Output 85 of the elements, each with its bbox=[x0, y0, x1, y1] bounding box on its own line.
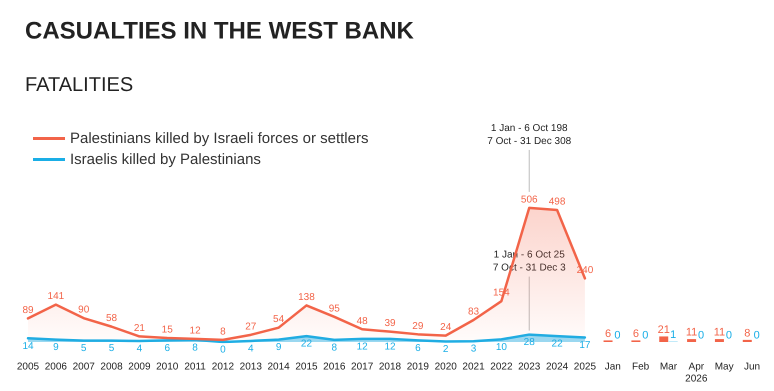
legend-label: Israelis killed by Palestinians bbox=[70, 151, 261, 168]
data-label: 11 bbox=[686, 326, 698, 339]
data-label: 0 bbox=[726, 330, 732, 342]
text: 1 Jan - 6 Oct 198 7 Oct - 31 Dec 308 bbox=[487, 122, 572, 147]
data-label: 58 bbox=[106, 313, 118, 324]
x-tick-label: 2017 bbox=[351, 362, 374, 372]
data-label: 3 bbox=[470, 344, 477, 355]
x-tick-label: 2023 bbox=[518, 362, 541, 372]
data-label: 141 bbox=[48, 291, 65, 302]
data-label: 5 bbox=[108, 343, 115, 354]
data-label: 27 bbox=[245, 321, 257, 332]
x-tick-label: 2019 bbox=[406, 362, 430, 372]
data-label: 9 bbox=[276, 342, 282, 354]
x-tick-label: Apr bbox=[688, 362, 705, 372]
x-tick-label: Jan bbox=[604, 362, 621, 372]
data-label: 6 bbox=[604, 328, 612, 340]
chart-subtitle: FATALITIES bbox=[25, 74, 134, 96]
data-label: 21 bbox=[658, 324, 670, 336]
data-label: 89 bbox=[22, 304, 34, 316]
x-tick-label: 2010 bbox=[156, 362, 179, 372]
x-tick-label: 2005 bbox=[16, 362, 40, 372]
data-label: 4 bbox=[136, 343, 143, 354]
data-label: 4 bbox=[248, 343, 254, 354]
data-label: 22 bbox=[552, 338, 564, 350]
x-tick-label: 2013 bbox=[240, 362, 262, 372]
data-label: 24 bbox=[440, 322, 452, 334]
data-label: 28 bbox=[524, 337, 536, 348]
x-tick-label: May bbox=[714, 362, 734, 372]
data-label: 6 bbox=[632, 328, 639, 340]
data-label: 498 bbox=[548, 196, 566, 208]
data-label: 22 bbox=[300, 338, 312, 350]
data-label: 8 bbox=[332, 342, 338, 354]
data-label: 21 bbox=[134, 322, 146, 334]
x-tick-label: 2020 bbox=[434, 362, 458, 372]
x-tick-label: 2015 bbox=[295, 362, 318, 372]
text: 2026 bbox=[685, 374, 708, 384]
data-label: 10 bbox=[496, 342, 508, 353]
data-label: 11 bbox=[714, 326, 726, 339]
data-label: 15 bbox=[162, 324, 174, 336]
data-label: 48 bbox=[356, 316, 368, 327]
x-tick-label: 2009 bbox=[128, 362, 151, 372]
data-label: 8 bbox=[192, 342, 198, 354]
x-tick-label: Mar bbox=[660, 362, 678, 372]
data-label: 2 bbox=[442, 344, 449, 355]
legend-label: Palestinians killed by Israeli forces or settlers bbox=[70, 130, 368, 147]
x-tick-label: 2011 bbox=[184, 362, 206, 372]
data-label: 39 bbox=[384, 318, 396, 330]
data-label: 9 bbox=[53, 342, 60, 354]
x-tick-label: Feb bbox=[632, 362, 650, 372]
data-label: 0 bbox=[698, 330, 704, 342]
x-tick-label: 2016 bbox=[323, 362, 346, 372]
data-label: 83 bbox=[468, 306, 480, 318]
chart-title: CASUALTIES IN THE WEST BANK bbox=[25, 18, 415, 44]
data-label: 12 bbox=[190, 325, 202, 336]
data-label: 17 bbox=[579, 340, 591, 351]
data-label: 0 bbox=[642, 330, 648, 342]
data-label: 12 bbox=[384, 341, 396, 352]
x-tick-label: 2006 bbox=[44, 362, 68, 372]
data-label: 506 bbox=[520, 194, 538, 206]
x-tick-label: 2007 bbox=[72, 362, 96, 372]
data-label: 138 bbox=[298, 292, 316, 303]
data-label: 14 bbox=[22, 340, 34, 352]
data-label: 5 bbox=[80, 343, 87, 354]
x-tick-label: 2018 bbox=[378, 362, 402, 372]
data-label: 8 bbox=[220, 326, 226, 338]
x-tick-label: 2022 bbox=[490, 362, 513, 372]
x-tick-label: 2024 bbox=[546, 362, 569, 372]
data-label: 54 bbox=[273, 314, 285, 326]
x-tick-label: 2012 bbox=[212, 362, 234, 372]
x-tick-label: 2025 bbox=[574, 362, 596, 372]
data-label: 6 bbox=[415, 342, 422, 354]
x-tick-label: 2021 bbox=[462, 362, 486, 372]
data-label: 0 bbox=[220, 344, 226, 356]
data-label: 0 bbox=[614, 330, 621, 342]
data-label: 95 bbox=[328, 303, 340, 314]
data-label: 6 bbox=[164, 342, 170, 354]
data-label: 29 bbox=[412, 320, 424, 332]
x-tick-label: Jun bbox=[744, 362, 760, 372]
x-tick-label: 2014 bbox=[267, 362, 290, 372]
data-label: 90 bbox=[78, 304, 90, 316]
data-label: 0 bbox=[754, 330, 760, 342]
x-tick-label: 2008 bbox=[100, 362, 124, 372]
data-label: 8 bbox=[744, 327, 750, 340]
data-label: 1 bbox=[670, 329, 676, 342]
data-label: 12 bbox=[356, 341, 368, 352]
